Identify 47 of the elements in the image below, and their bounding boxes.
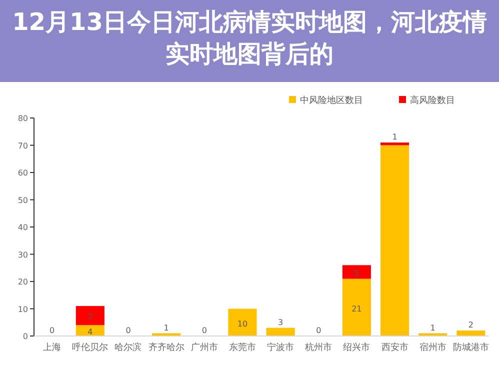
- bar: [342, 278, 371, 336]
- data-label: 0: [202, 326, 207, 335]
- data-label: 10: [237, 319, 248, 328]
- bar: [342, 265, 371, 279]
- data-label: 3: [278, 318, 284, 327]
- data-label: 1: [164, 323, 169, 332]
- data-label: 1: [430, 323, 436, 332]
- y-tick-label: 30: [18, 250, 28, 260]
- x-tick-label: 杭州市: [304, 342, 332, 353]
- data-label: 0: [50, 326, 55, 335]
- y-tick-label: 80: [18, 114, 28, 123]
- data-label: 0: [316, 326, 322, 335]
- y-tick-label: 20: [18, 278, 28, 286]
- x-tick-label: 广州市: [190, 342, 218, 353]
- bar: [380, 145, 410, 336]
- bar: [456, 330, 486, 336]
- y-tick-label: 50: [18, 196, 28, 205]
- legend-label: 中风险地区数目: [300, 95, 363, 106]
- data-label: 5: [354, 268, 360, 278]
- data-label: 4: [88, 328, 93, 337]
- x-tick-label: 宁波市: [267, 342, 294, 353]
- x-tick-label: 齐齐哈尔: [148, 342, 184, 353]
- x-tick-label: 呼伦贝尔: [72, 342, 108, 353]
- bar: [380, 142, 410, 146]
- y-tick-label: 60: [18, 168, 28, 178]
- data-label: 7: [88, 312, 93, 322]
- y-tick-label: 40: [18, 223, 28, 232]
- x-tick-label: 宿州市: [419, 342, 446, 353]
- x-tick-label: 西安市: [381, 342, 408, 353]
- legend-label: 高风险数目: [410, 95, 455, 106]
- bar: [76, 306, 104, 326]
- x-tick-label: 绍兴市: [343, 342, 370, 353]
- y-tick-label: 0: [22, 332, 28, 341]
- x-tick-label: 哈尔滨: [114, 342, 142, 353]
- data-label: 21: [352, 304, 362, 314]
- bar: [228, 308, 257, 336]
- y-tick-label: 70: [18, 141, 28, 150]
- y-tick-label: 10: [18, 304, 28, 314]
- data-label: 1: [392, 132, 398, 142]
- x-tick-label: 上海: [43, 342, 62, 353]
- chart-title: 12月13日今日河北病情实时地图，河北疫情实时地图背后的: [11, 7, 488, 70]
- bar: [266, 328, 295, 336]
- x-tick-label: 防城港市: [452, 342, 489, 353]
- x-tick-label: 东莞市: [228, 342, 256, 353]
- data-label: 2: [468, 320, 474, 330]
- bar: [76, 325, 104, 336]
- data-label: 0: [126, 326, 131, 335]
